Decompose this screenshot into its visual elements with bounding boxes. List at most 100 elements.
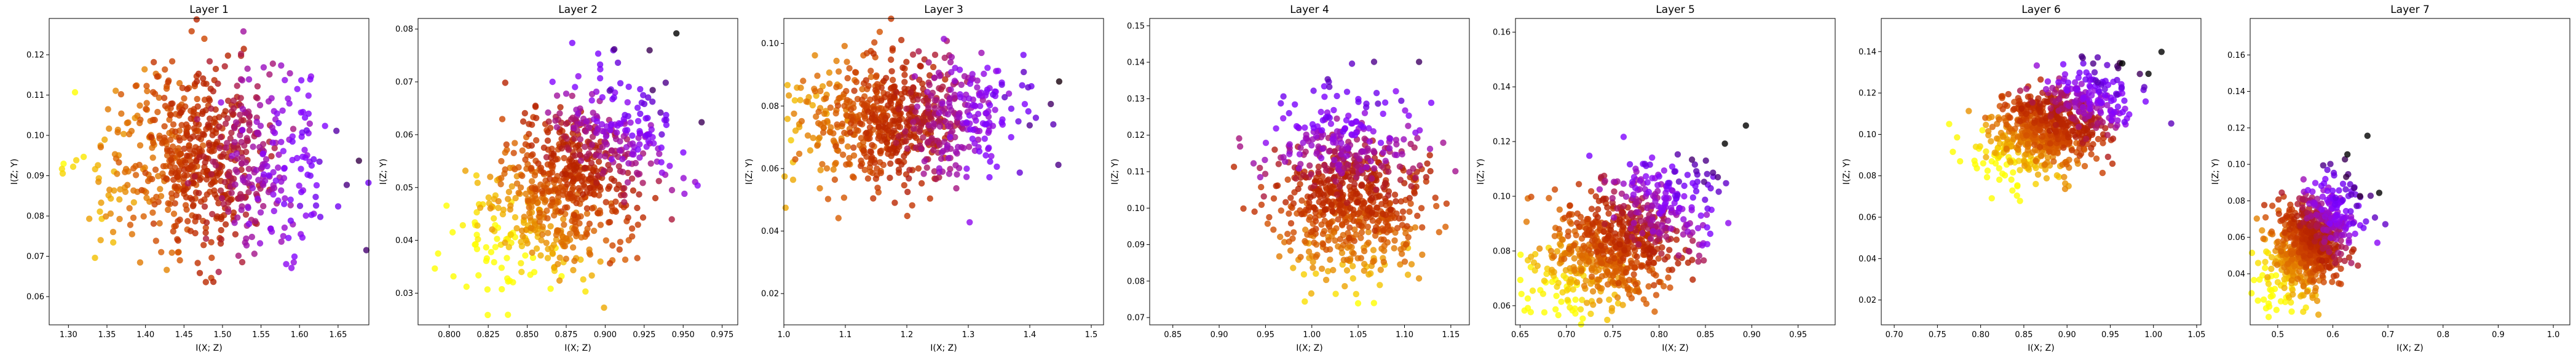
data-point [966, 112, 973, 119]
data-point [931, 51, 939, 58]
data-point [1318, 154, 1325, 162]
data-point [167, 147, 173, 154]
data-point [1586, 247, 1592, 253]
data-point [537, 252, 544, 259]
data-point [1618, 265, 1625, 272]
data-point [819, 161, 826, 167]
data-point [951, 78, 958, 84]
data-point [547, 285, 554, 292]
data-point [1402, 107, 1409, 114]
data-point [1715, 188, 1722, 195]
data-point [2014, 134, 2021, 140]
data-point [513, 225, 520, 232]
data-point [1725, 220, 1732, 226]
data-point [202, 225, 209, 231]
data-point [1624, 284, 1631, 291]
data-point [871, 106, 877, 113]
data-point [2096, 89, 2103, 95]
data-point [136, 142, 144, 149]
data-point [494, 236, 500, 242]
data-point [553, 92, 561, 99]
y-tick-label: 0.12 [1859, 89, 1876, 98]
data-point [1399, 208, 1407, 215]
data-point [1343, 153, 1350, 159]
data-point [254, 95, 261, 102]
data-point [187, 135, 194, 142]
data-point [1273, 125, 1279, 132]
data-point [1669, 266, 1675, 273]
data-point [869, 111, 876, 118]
data-point [1674, 151, 1681, 158]
data-point [2104, 153, 2111, 161]
data-point [938, 155, 945, 162]
data-point [298, 189, 305, 196]
data-point [561, 243, 569, 250]
data-point [1565, 285, 1572, 293]
data-point [1413, 183, 1420, 190]
data-point [539, 188, 546, 194]
data-point [1688, 204, 1695, 211]
data-point [220, 201, 227, 207]
data-point [232, 231, 239, 237]
data-point [1528, 253, 1535, 260]
data-point [859, 86, 866, 93]
data-point [1327, 256, 1333, 263]
data-point [1656, 279, 1662, 285]
data-point [2085, 113, 2092, 119]
data-point [1703, 211, 1710, 218]
data-point [334, 203, 342, 210]
scatter-points [58, 16, 372, 285]
data-point [898, 36, 905, 44]
data-point [526, 121, 532, 127]
data-point [154, 73, 160, 80]
data-point [1543, 270, 1550, 277]
data-point [1613, 268, 1619, 274]
data-point [633, 169, 641, 177]
data-point [1691, 161, 1698, 168]
data-point [287, 217, 294, 224]
data-point [150, 139, 157, 146]
data-point [649, 98, 656, 105]
data-point [152, 166, 159, 173]
data-point [800, 78, 807, 84]
data-point [487, 174, 494, 180]
y-tick-label: 0.12 [26, 50, 44, 60]
data-point [238, 138, 245, 146]
data-point [1330, 266, 1337, 274]
data-point [1637, 218, 1645, 225]
data-point [2259, 272, 2266, 279]
x-tick-label: 1.45 [175, 330, 193, 340]
data-point [1310, 204, 1318, 211]
data-point [363, 247, 370, 253]
data-point [893, 89, 900, 96]
data-point [173, 191, 180, 199]
data-point [172, 183, 178, 190]
data-point [870, 50, 877, 57]
data-point [548, 244, 555, 252]
data-point [1642, 161, 1648, 167]
data-point [995, 68, 1002, 74]
data-point [521, 110, 528, 117]
data-point [572, 84, 579, 90]
data-point [1605, 210, 1612, 217]
data-point [668, 216, 675, 223]
data-point [2086, 97, 2093, 104]
data-point [558, 208, 565, 215]
data-point [817, 87, 824, 95]
data-point [1055, 161, 1062, 169]
data-point [2142, 98, 2149, 105]
data-point [570, 266, 577, 274]
data-point [2042, 86, 2050, 93]
data-point [974, 77, 981, 84]
data-point [602, 153, 609, 160]
data-point [518, 239, 524, 245]
data-point [168, 190, 175, 197]
data-point [1999, 170, 2006, 177]
data-point [473, 172, 480, 179]
data-point [1257, 174, 1263, 181]
data-point [305, 92, 312, 99]
data-point [1377, 282, 1383, 289]
data-point [1433, 202, 1440, 210]
y-tick-label: 0.08 [26, 212, 44, 221]
data-point [1650, 270, 1657, 277]
